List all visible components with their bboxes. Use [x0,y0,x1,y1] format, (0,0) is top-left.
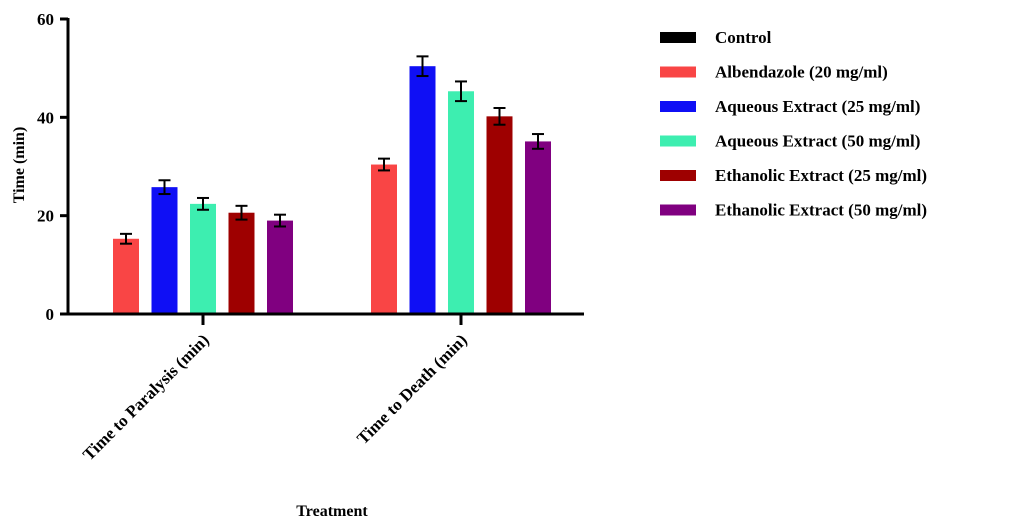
x-tick-label: Time to Paralysis (min) [79,330,213,464]
legend-swatch [660,204,696,216]
y-ticks: 0 20 40 60 [37,10,68,324]
x-tick-label: Time to Death (min) [353,330,471,448]
bars-layer [113,66,551,315]
legend-swatch [660,170,696,181]
bar [228,212,255,314]
legend-swatch [660,32,696,43]
x-ticks: Time to Paralysis (min) Time to Death (mi… [79,314,471,464]
bar [190,203,216,314]
y-tick-label: 60 [37,10,54,29]
y-tick-label: 40 [37,108,54,127]
x-axis-label: Treatment [296,503,368,520]
legend: Control Albendazole (20 mg/ml) Aqueous Ext… [660,28,927,220]
bar [448,91,474,315]
legend-swatch [660,66,696,78]
y-tick-label: 20 [37,207,54,226]
legend-swatch [660,101,696,112]
y-tick-label: 0 [46,305,55,324]
error-bars-layer [120,55,544,245]
bar [151,187,178,314]
legend-swatch [660,135,696,147]
bar [113,238,139,314]
legend-label: Ethanolic Extract (50 mg/ml) [715,201,927,220]
legend-label: Aqueous Extract (50 mg/ml) [715,132,920,151]
legend-label: Albendazole (20 mg/ml) [715,63,888,82]
bar [409,66,436,314]
axes-layer [66,18,584,316]
legend-label: Aqueous Extract (25 mg/ml) [715,97,920,116]
y-axis-label: Time (min) [11,127,28,204]
bar [525,141,551,314]
legend-label: Control [715,28,772,47]
bar [486,116,513,314]
legend-label: Ethanolic Extract (25 mg/ml) [715,166,927,185]
bar [371,164,397,314]
bar [267,220,293,314]
